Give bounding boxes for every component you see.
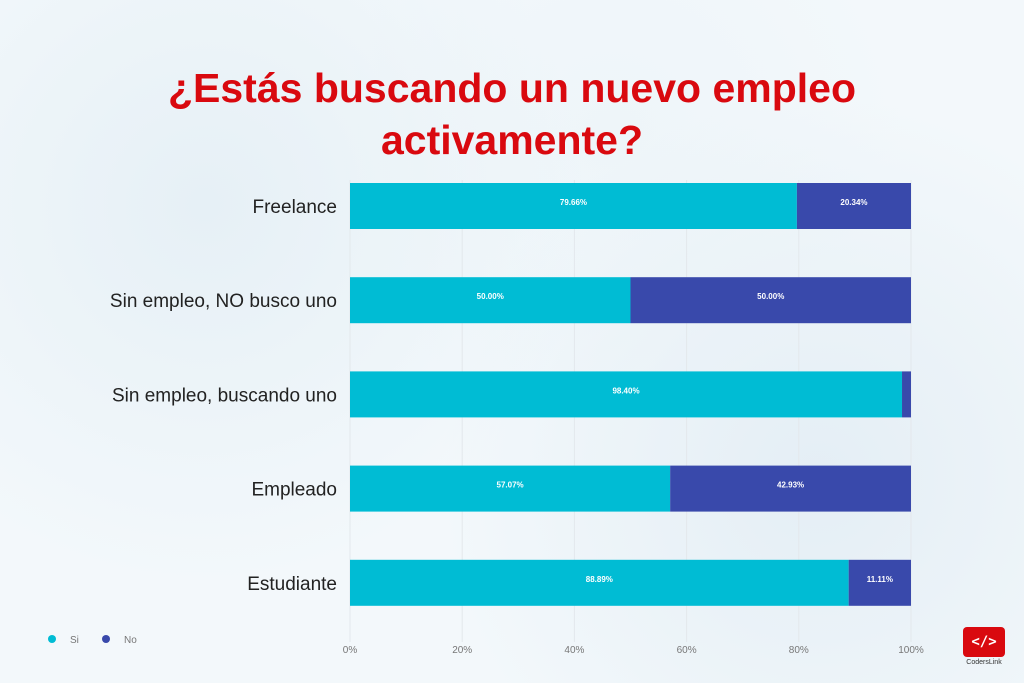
data-label: 50.00% — [477, 292, 504, 301]
bar-segment-no — [796, 183, 911, 229]
legend-marker-si — [48, 635, 56, 643]
title-line-2: activamente? — [380, 117, 644, 163]
bar-segment-no — [848, 559, 911, 606]
data-label: 98.40% — [612, 386, 639, 395]
bar-segment-si — [350, 277, 631, 324]
category-label: Estudiante — [247, 574, 337, 595]
data-label: 42.93% — [777, 481, 804, 490]
data-label: 20.34% — [840, 198, 867, 207]
x-tick-label: 60% — [677, 645, 697, 656]
category-label: Freelance — [253, 197, 338, 218]
code-brackets-icon: </> — [963, 627, 1005, 657]
bar-segment-si — [350, 559, 849, 606]
category-label: Empleado — [251, 480, 337, 501]
x-tick-label: 40% — [564, 645, 584, 656]
data-label: 57.07% — [497, 481, 524, 490]
legend-label: No — [124, 635, 137, 646]
x-tick-label: 100% — [898, 645, 924, 656]
x-tick-label: 80% — [789, 645, 809, 656]
x-tick-label: 20% — [452, 645, 472, 656]
data-label: 88.89% — [586, 575, 613, 584]
category-label: Sin empleo, buscando uno — [112, 385, 337, 406]
bar-segment-si — [350, 183, 797, 229]
data-label: 50.00% — [757, 292, 784, 301]
legend-label: Si — [70, 635, 79, 646]
bar-segment-si — [350, 465, 671, 512]
bar-segment-no — [630, 277, 911, 324]
data-label: 11.11% — [867, 575, 893, 584]
title-line-1: ¿Estás buscando un nuevo empleo — [167, 65, 856, 111]
x-tick-label: 0% — [343, 645, 358, 656]
bar-segment-si — [350, 371, 903, 418]
bar-segment-no — [902, 371, 911, 418]
logo-text: CodersLink — [966, 659, 1002, 666]
bar-segment-no — [670, 465, 911, 512]
chart-title: ¿Estás buscando un nuevo empleo activame… — [0, 62, 1024, 166]
category-label: Sin empleo, NO busco uno — [110, 291, 337, 312]
legend-marker-no — [102, 635, 110, 643]
data-label: 79.66% — [560, 198, 587, 207]
